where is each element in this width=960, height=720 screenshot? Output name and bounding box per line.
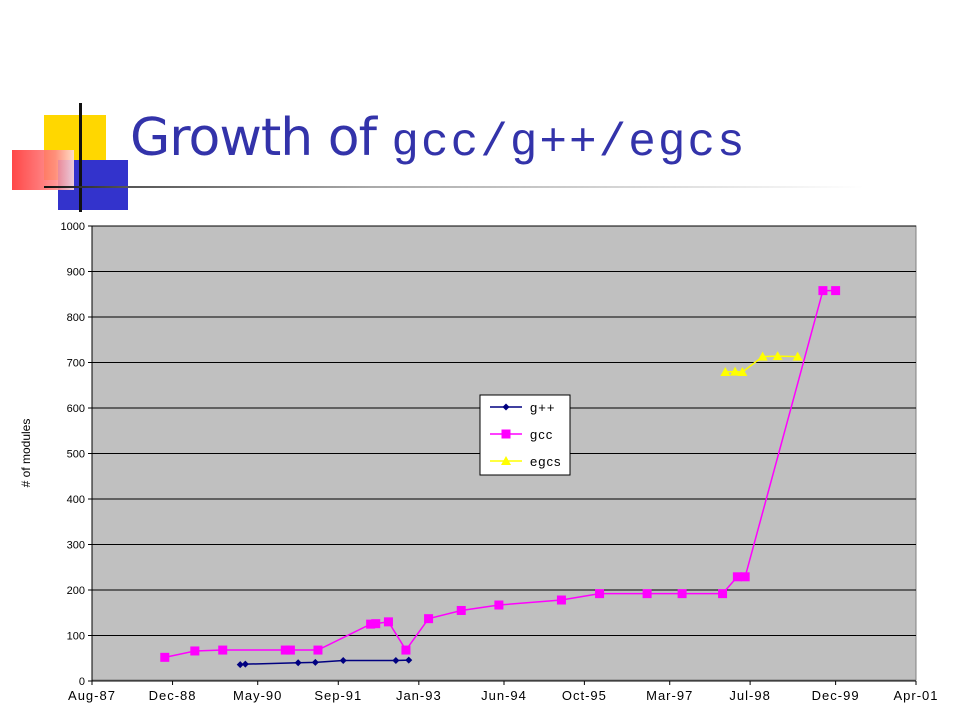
y-tick-label-6: 600 [67,403,85,415]
y-axis-label: # of modules [19,419,33,488]
y-tick-label-10: 1000 [61,221,85,233]
series-egcs [720,351,803,377]
y-tick-label-2: 200 [67,585,85,597]
x-ticks: Aug-87 Dec-88 May-90 Sep-91 Jan-93 Jun-94 Oct-… [68,681,938,703]
y-tick-label-3: 300 [67,540,85,552]
legend-label-g++: g++ [530,400,555,415]
data-point-gcc-16 [677,589,687,599]
data-point-g++-4 [339,657,347,665]
x-tick-label-9: Dec-99 [812,688,860,703]
data-point-gcc-0 [160,652,170,662]
data-point-gcc-3 [280,645,290,655]
x-tick-label-5: Jun-94 [481,688,527,703]
y-tick-label-7: 700 [67,358,85,370]
data-point-egcs-2 [737,367,748,377]
data-point-egcs-3 [757,351,768,361]
slide-title: Growth of gcc/g++/egcs [130,108,747,169]
title-underline [44,186,864,188]
data-point-gcc-15 [642,589,652,599]
slide-title-code: gcc/g++/egcs [391,117,747,169]
data-point-g++-1 [241,660,249,668]
x-tick-label-0: Aug-87 [68,688,116,703]
decor-vertical-line [79,103,82,215]
legend-label-gcc: gcc [530,427,553,442]
data-point-gcc-5 [313,645,323,655]
data-point-gcc-7 [371,619,381,629]
x-tick-label-1: Dec-88 [149,688,197,703]
data-point-g++-2 [294,659,302,667]
legend-marker-gcc [501,429,511,439]
x-tick-label-4: Jan-93 [396,688,442,703]
x-tick-label-7: Mar-97 [646,688,693,703]
decor-red-square [12,150,74,190]
data-point-gcc-10 [424,614,434,624]
y-tick-label-4: 400 [67,494,85,506]
y-ticks: 0 100 200 300 400 500 600 700 800 900 1000 [61,221,92,688]
data-point-gcc-6 [366,619,376,629]
data-point-gcc-12 [494,600,504,610]
data-point-gcc-1 [190,646,200,656]
x-tick-label-6: Oct-95 [562,688,607,703]
y-tick-label-1: 100 [67,631,85,643]
data-point-g++-0 [236,661,244,669]
series-g++ [236,656,413,669]
x-tick-label-2: May-90 [233,688,282,703]
x-tick-label-8: Jul-98 [729,688,770,703]
data-point-g++-5 [392,657,400,665]
data-point-gcc-21 [831,286,841,296]
data-point-gcc-19 [740,572,750,582]
data-point-gcc-8 [383,617,393,627]
series-gcc [160,286,841,662]
data-point-egcs-5 [792,351,803,361]
data-point-g++-6 [405,656,413,664]
data-point-gcc-4 [285,645,295,655]
data-point-gcc-20 [818,286,828,296]
y-tick-label-5: 500 [67,449,85,461]
data-point-egcs-1 [730,366,741,376]
x-tick-label-3: Sep-91 [314,688,362,703]
x-tick-label-10: Apr-01 [893,688,938,703]
data-point-gcc-17 [718,589,728,599]
data-point-gcc-2 [218,645,228,655]
slide-title-text: Growth of [130,108,392,168]
legend: g++ gcc egcs [479,394,571,476]
y-tick-label-8: 800 [67,312,85,324]
data-point-gcc-9 [401,645,411,655]
data-point-g++-3 [311,658,319,666]
gridlines [92,225,916,636]
legend-marker-egcs [501,456,511,465]
data-point-gcc-13 [556,595,566,605]
y-tick-label-0: 0 [79,676,85,688]
legend-marker-g++ [502,403,510,411]
data-point-egcs-0 [720,367,731,377]
legend-label-egcs: egcs [530,454,561,469]
data-point-egcs-4 [772,351,783,361]
data-point-gcc-14 [595,589,605,599]
data-point-gcc-18 [732,572,742,582]
data-point-gcc-11 [456,605,466,615]
series-layer [160,286,841,669]
y-tick-label-9: 900 [67,267,85,279]
